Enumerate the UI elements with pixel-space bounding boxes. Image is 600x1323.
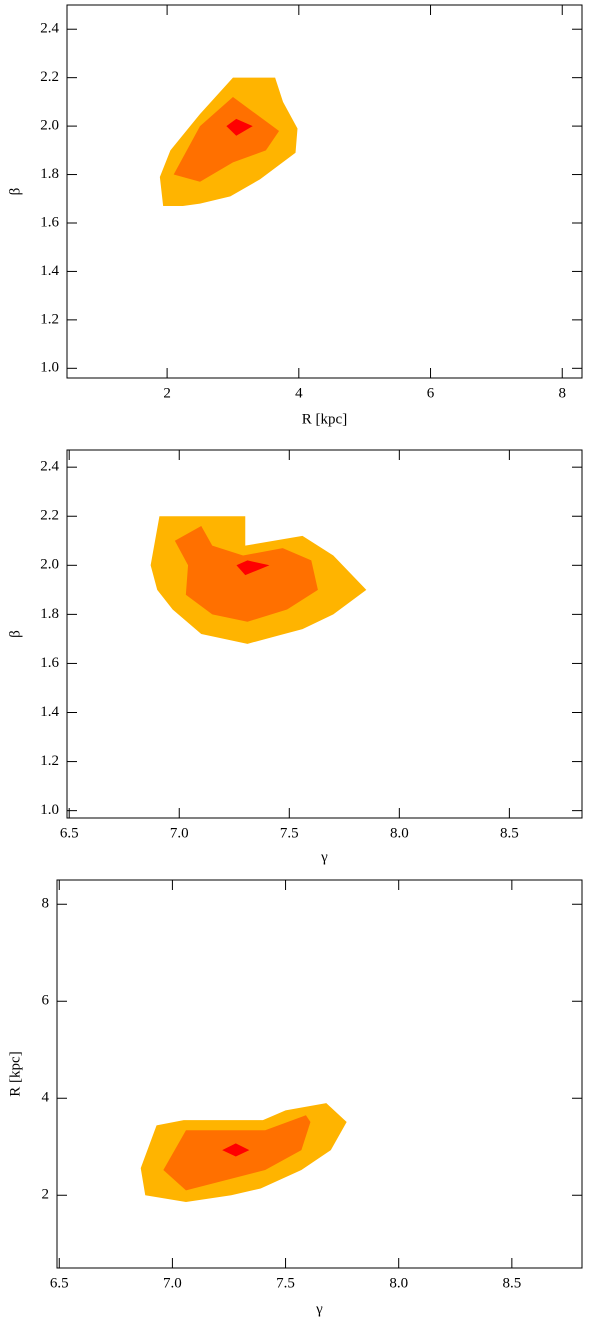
y-tick-label: 4 bbox=[42, 1090, 50, 1106]
x-tick-label: 2 bbox=[163, 385, 171, 401]
x-tick-label: 8.0 bbox=[390, 825, 409, 841]
y-tick-label: 2 bbox=[42, 1187, 50, 1203]
y-tick-label: 1.2 bbox=[40, 311, 59, 327]
y-tick-label: 2.4 bbox=[40, 21, 59, 37]
y-tick-label: 1.4 bbox=[40, 263, 59, 279]
y-tick-label: 6 bbox=[42, 993, 50, 1009]
y-tick-label: 2.4 bbox=[40, 459, 59, 475]
x-tick-label: 4 bbox=[295, 385, 303, 401]
plot-frame bbox=[66, 4, 583, 379]
x-tick-label: 6.5 bbox=[50, 1275, 69, 1291]
x-tick-label: 6 bbox=[427, 385, 435, 401]
y-tick-label: 2.0 bbox=[40, 557, 59, 573]
y-axis-label: β bbox=[7, 188, 23, 196]
x-axis-label: γ bbox=[320, 849, 328, 865]
x-tick-label: 7.5 bbox=[276, 1275, 295, 1291]
x-tick-label: 7.0 bbox=[170, 825, 189, 841]
y-tick-label: 2.2 bbox=[40, 69, 59, 85]
x-tick-label: 8.0 bbox=[389, 1275, 408, 1291]
contour-level bbox=[236, 560, 270, 576]
y-tick-label: 1.8 bbox=[40, 166, 59, 182]
plot-frame bbox=[56, 879, 583, 1269]
y-tick-label: 8 bbox=[42, 896, 50, 912]
x-axis-label: γ bbox=[315, 1301, 323, 1317]
y-tick-label: 2.0 bbox=[40, 118, 59, 134]
y-tick-label: 1.6 bbox=[40, 655, 59, 671]
x-axis-label: R [kpc] bbox=[302, 411, 347, 427]
x-tick-label: 8 bbox=[558, 385, 566, 401]
x-tick-label: 8.5 bbox=[502, 1275, 521, 1291]
y-tick-label: 1.4 bbox=[40, 704, 59, 720]
y-tick-label: 1.2 bbox=[40, 753, 59, 769]
y-tick-label: 1.6 bbox=[40, 214, 59, 230]
plot-frame bbox=[66, 449, 583, 819]
y-tick-label: 2.2 bbox=[40, 508, 59, 524]
x-tick-label: 6.5 bbox=[60, 825, 79, 841]
x-tick-label: 8.5 bbox=[500, 825, 519, 841]
y-axis-label: R [kpc] bbox=[7, 1051, 23, 1096]
contour-level bbox=[173, 97, 280, 182]
contour-level bbox=[222, 1143, 250, 1157]
contour-level bbox=[226, 118, 253, 136]
y-tick-label: 1.8 bbox=[40, 606, 59, 622]
y-tick-label: 1.0 bbox=[40, 802, 59, 818]
x-tick-label: 7.0 bbox=[163, 1275, 182, 1291]
x-tick-label: 7.5 bbox=[280, 825, 299, 841]
y-tick-label: 1.0 bbox=[40, 360, 59, 376]
y-axis-label: β bbox=[7, 630, 23, 638]
